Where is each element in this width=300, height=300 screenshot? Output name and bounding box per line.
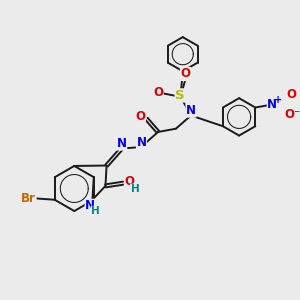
Text: O: O <box>124 175 134 188</box>
Text: O⁻: O⁻ <box>284 108 300 121</box>
Text: N: N <box>85 199 95 212</box>
Text: H: H <box>130 184 139 194</box>
Text: H: H <box>91 206 100 216</box>
Text: O: O <box>153 85 163 99</box>
Text: N: N <box>136 136 146 149</box>
Text: O: O <box>181 68 190 80</box>
Text: O: O <box>135 110 146 122</box>
Text: S: S <box>175 89 185 102</box>
Text: O: O <box>286 88 296 101</box>
Text: N: N <box>267 98 278 111</box>
Text: Br: Br <box>21 192 36 205</box>
Text: N: N <box>117 137 127 150</box>
Text: N: N <box>186 104 196 117</box>
Text: +: + <box>274 95 282 105</box>
